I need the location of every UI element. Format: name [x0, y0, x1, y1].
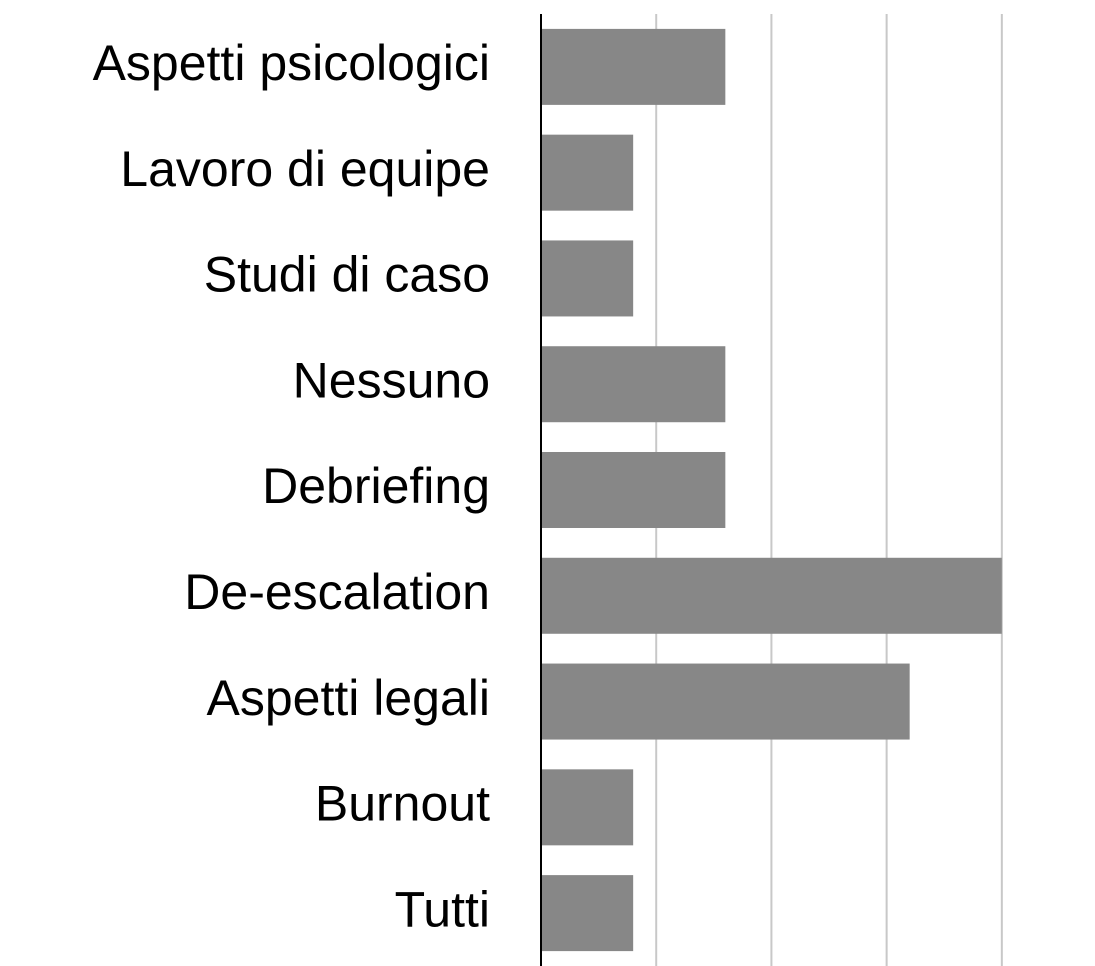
y-tick-label: De-escalation: [184, 564, 490, 620]
y-tick-label: Tutti: [395, 881, 490, 937]
y-tick-label: Debriefing: [262, 458, 490, 514]
bar: [541, 346, 726, 423]
bar: [541, 240, 634, 317]
bar: [541, 134, 634, 211]
bar: [541, 769, 634, 846]
bar: [541, 28, 726, 105]
y-tick-label: Studi di caso: [204, 247, 490, 303]
y-tick-label: Aspetti psicologici: [93, 35, 490, 91]
bar: [541, 452, 726, 528]
y-tick-label: Burnout: [315, 776, 490, 832]
bar: [541, 875, 634, 952]
y-tick-label: Aspetti legali: [207, 670, 491, 726]
y-tick-label: Lavoro di equipe: [120, 141, 490, 197]
bar: [541, 557, 1002, 634]
y-tick-label: Nessuno: [293, 352, 490, 408]
bar: [541, 663, 910, 740]
